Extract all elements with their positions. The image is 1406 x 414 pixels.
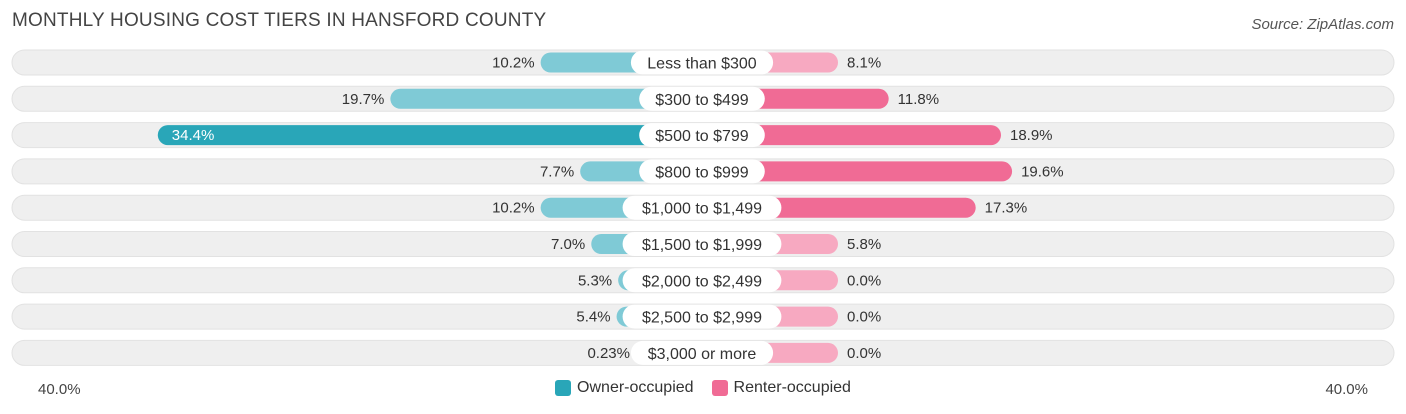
category-pill: [639, 86, 765, 111]
category-label: $1,000 to $1,499: [642, 201, 762, 218]
owner-value-label: 0.23%: [587, 345, 630, 362]
renter-bar: [702, 161, 1013, 182]
legend-label-owner: Owner-occupied: [577, 379, 694, 396]
owner-value-label: 19.7%: [342, 91, 385, 108]
owner-swatch-icon: [555, 380, 572, 396]
axis-label-left: 40.0%: [38, 381, 81, 398]
category-label: $800 to $999: [655, 164, 749, 181]
category-label: $3,000 or more: [648, 346, 757, 363]
owner-value-label: 5.4%: [576, 309, 610, 326]
legend: Owner-occupied Renter-occupied: [0, 379, 1406, 397]
owner-value-label: 34.4%: [172, 127, 215, 144]
axis-label-right: 40.0%: [1325, 381, 1368, 398]
category-label: $2,000 to $2,499: [642, 273, 762, 290]
owner-value-label: 10.2%: [492, 55, 535, 72]
category-pill: [639, 123, 765, 148]
category-label: $300 to $499: [655, 92, 749, 109]
renter-value-label: 18.9%: [1010, 127, 1053, 144]
renter-value-label: 17.3%: [985, 200, 1028, 217]
owner-value-label: 7.0%: [551, 236, 585, 253]
owner-value-label: 10.2%: [492, 200, 535, 217]
renter-bar: [702, 125, 1001, 146]
category-pill: [622, 268, 782, 293]
category-pill: [639, 159, 765, 184]
source-note: Source: ZipAtlas.com: [1251, 16, 1394, 33]
category-pill: [622, 195, 782, 220]
category-pill: [630, 50, 774, 75]
legend-label-renter: Renter-occupied: [733, 379, 851, 396]
category-label: $500 to $799: [655, 128, 749, 145]
renter-value-label: 19.6%: [1021, 163, 1064, 180]
category-pill: [630, 340, 774, 365]
legend-item-renter[interactable]: Renter-occupied: [711, 379, 851, 397]
category-pill: [622, 304, 782, 329]
legend-item-owner[interactable]: Owner-occupied: [555, 379, 694, 397]
category-label: Less than $300: [647, 56, 757, 73]
renter-value-label: 8.1%: [847, 55, 881, 72]
owner-bar: [390, 88, 702, 109]
renter-swatch-icon: [711, 380, 728, 396]
renter-value-label: 0.0%: [847, 309, 881, 326]
owner-value-label: 5.3%: [578, 272, 612, 289]
owner-value-label: 7.7%: [540, 163, 574, 180]
renter-value-label: 11.8%: [898, 91, 939, 108]
renter-value-label: 5.8%: [847, 236, 881, 253]
owner-bar: [157, 125, 703, 146]
renter-value-label: 0.0%: [847, 272, 881, 289]
category-pill: [622, 232, 782, 256]
category-label: $2,500 to $2,999: [642, 310, 762, 327]
renter-value-label: 0.0%: [847, 345, 881, 362]
chart-title: MONTHLY HOUSING COST TIERS IN HANSFORD C…: [12, 10, 547, 31]
category-label: $1,500 to $1,999: [642, 237, 762, 254]
